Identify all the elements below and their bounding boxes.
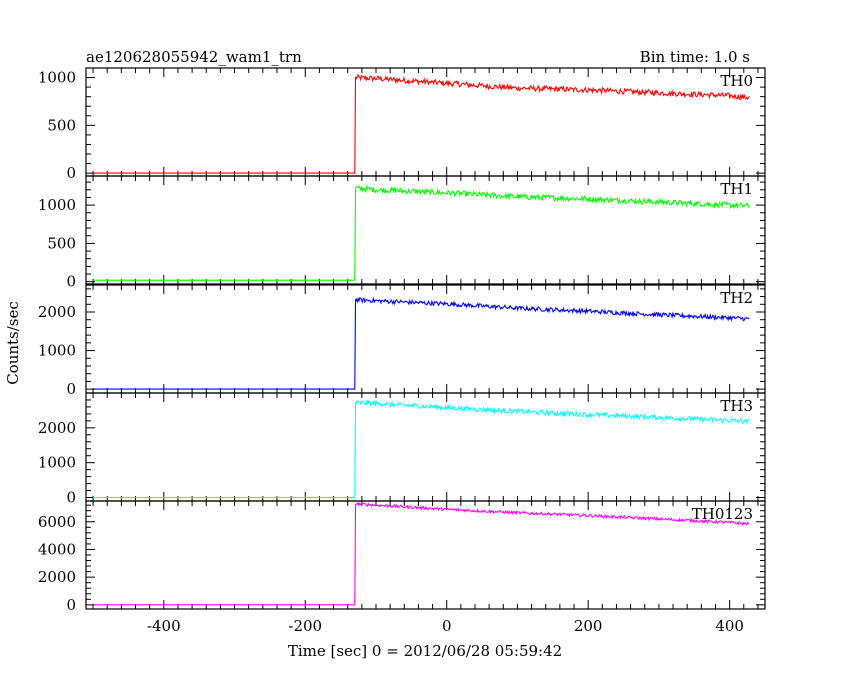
y-tick-label: 0 [66,380,76,398]
y-tick-label: 4000 [38,540,76,558]
panel-th0: 0 500 1000 TH0 [38,67,766,182]
panel-label: TH0123 [692,505,753,523]
x-tick-label: 400 [715,617,744,635]
y-tick-label: 1000 [38,342,76,360]
y-tick-label: 6000 [38,513,76,531]
panel-frame [85,392,766,502]
y-tick-label: 0 [66,164,76,182]
y-tick-label: 0 [66,489,76,507]
series-line-th2 [93,296,750,390]
y-tick-label: 2000 [38,303,76,321]
panel-frame [85,67,766,177]
series-line-th0 [93,73,750,174]
panel-label: TH1 [720,180,753,198]
y-tick-label: 500 [47,116,76,134]
panel-th3: 0 1000 2000 TH3 [38,392,766,507]
panel-label: TH0 [720,72,753,90]
panels-group: 0 500 1000 TH0 0 500 1000 TH1 0 1000 2000 TH2 0 1000 2… [38,67,766,614]
x-tick-label: -400 [147,617,181,635]
x-tick-label: -200 [288,617,322,635]
y-tick-label: 1000 [38,454,76,472]
y-tick-label: 2000 [38,419,76,437]
x-axis: -400 -200 0 200 400 [147,617,744,635]
y-tick-label: 0 [66,273,76,291]
panel-frame [85,284,766,394]
y-tick-label: 500 [47,234,76,252]
panel-frame [85,500,766,610]
y-axis-label: Counts/sec [4,301,22,385]
x-axis-label: Time [sec] 0 = 2012/06/28 05:59:42 [288,642,562,660]
chart-title: ae120628055942_wam1_trn [86,48,302,66]
y-tick-label: 2000 [38,568,76,586]
y-tick-label: 1000 [38,196,76,214]
y-tick-label: 1000 [38,69,76,87]
bin-time-label: Bin time: 1.0 s [640,48,750,66]
panel-label: TH3 [720,397,753,415]
x-tick-label: 200 [574,617,603,635]
y-tick-label: 0 [66,596,76,614]
panel-th2: 0 1000 2000 TH2 [38,284,766,398]
x-tick-label: 0 [442,617,452,635]
panel-label: TH2 [720,289,753,307]
panel-th0123: 0 2000 4000 6000 TH0123 [38,500,766,614]
series-line-th1 [93,184,750,281]
panel-th1: 0 500 1000 TH1 [38,175,766,291]
panel-frame [85,175,766,285]
series-line-th3 [93,399,750,499]
series-line-th0123 [93,501,750,606]
